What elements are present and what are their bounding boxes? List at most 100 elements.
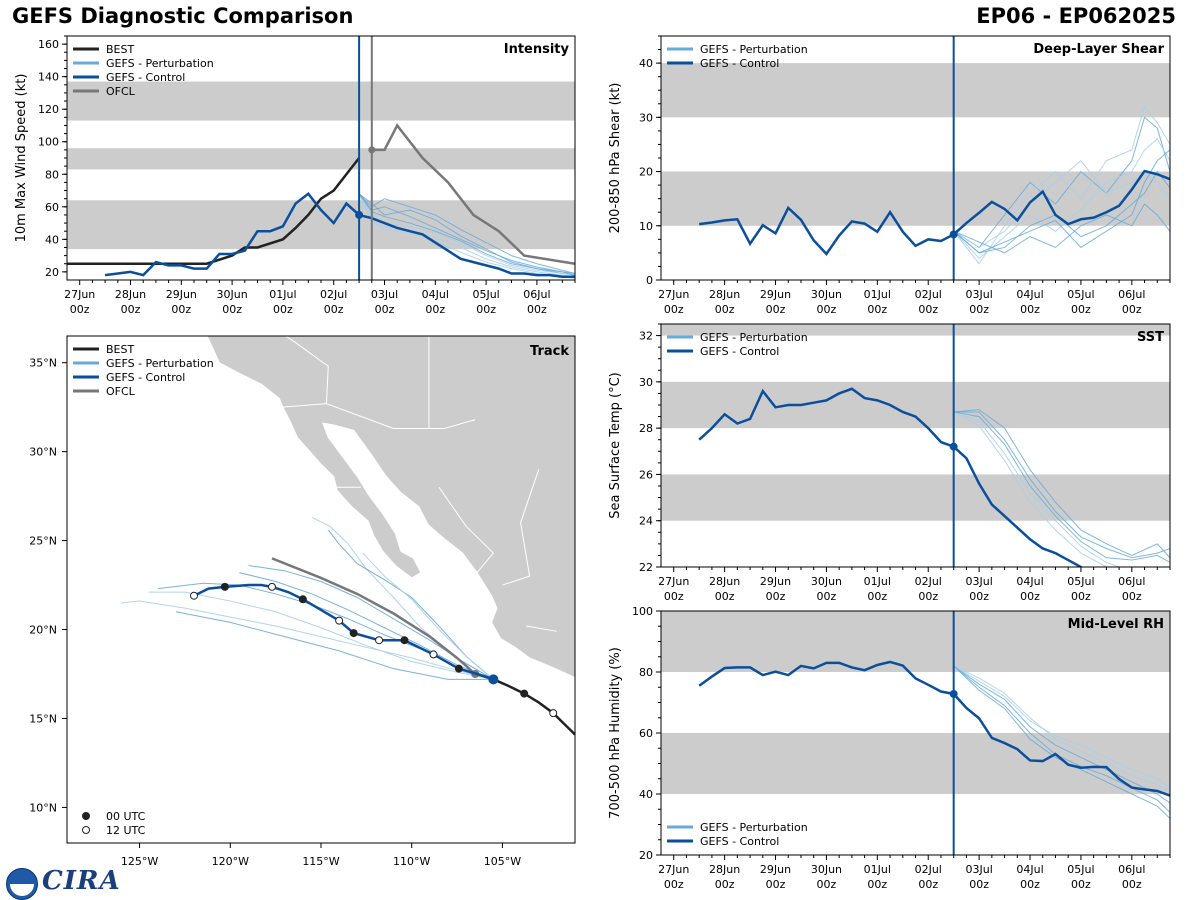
shear-panel: 0 10 20 30 40 27Jun 00z 28Jun 00z 29Jun 00z 30Jun 00… (608, 35, 1171, 316)
track-legend-label: BEST (106, 343, 134, 356)
intensity-xtick-label: 28Jun (115, 288, 146, 301)
rh-panel: 20 40 60 80 100 27Jun 00z 28Jun 00z 29Jun 00z 30Jun… (608, 605, 1171, 891)
track-perturbation-line-3 (121, 600, 494, 680)
shear-xtick-label: 27Jun (658, 288, 689, 301)
sst-xtick-label: 00z (817, 590, 837, 603)
track-perturbation-line-7 (362, 552, 494, 680)
track-perturbation-line-6 (239, 572, 494, 680)
track-perturbation-line-8 (175, 611, 494, 680)
intensity-perturbation-line-3 (358, 193, 575, 278)
track-marker-12utc (375, 636, 384, 645)
track-panel-title: Track (530, 344, 569, 359)
sst-xtick-label: 29Jun (760, 575, 791, 588)
storm-id: EP06 - EP062025 (976, 4, 1176, 28)
shear-ytick-label: 40 (639, 57, 653, 70)
sst-xtick-label: 30Jun (811, 575, 842, 588)
sst-xtick-label: 00z (715, 590, 735, 603)
intensity-ofcl-line (371, 123, 575, 265)
track-legend-label: GEFS - Perturbation (106, 357, 214, 370)
rh-panel-title: Mid-Level RH (1068, 617, 1164, 632)
rh-xtick-label: 02Jul (915, 863, 942, 876)
sst-control-line (698, 387, 1084, 567)
rh-init-point (949, 689, 958, 698)
rh-xtick-label: 04Jul (1016, 863, 1043, 876)
rh-ytick-label: 20 (639, 849, 653, 862)
sst-perturbation-line-3 (953, 411, 1108, 567)
intensity-ytick-label: 20 (45, 266, 59, 279)
intensity-ytick-label: 80 (45, 168, 59, 181)
intensity-legend-label: GEFS - Control (106, 71, 185, 84)
shear-init-point (949, 230, 958, 239)
shear-perturbation-line-6 (953, 149, 1170, 254)
cira-logo-text: CIRA (42, 866, 121, 896)
intensity-init-point (355, 210, 364, 219)
track-ytick-label: 10°N (29, 801, 57, 814)
intensity-band-2 (67, 81, 575, 121)
rh-perturbation-line-3 (953, 665, 1170, 789)
rh-ylabel: 700-500 hPa Humidity (%) (608, 647, 623, 819)
track-marker-00utc (520, 689, 529, 698)
rh-xtick-label: 05Jul (1067, 863, 1094, 876)
shear-xtick-label: 00z (969, 303, 989, 316)
rh-xtick-label: 00z (664, 878, 684, 891)
shear-legend-label: GEFS - Perturbation (700, 43, 808, 56)
rh-xtick-label: 30Jun (811, 863, 842, 876)
rh-xtick-label: 06Jul (1118, 863, 1145, 876)
track-ytick-label: 30°N (29, 446, 57, 459)
intensity-xtick-label: 27Jun (64, 288, 95, 301)
track-marker-00utc (298, 595, 307, 604)
sst-perturbation-line-1 (953, 411, 1121, 567)
sst-xtick-label: 03Jul (965, 575, 992, 588)
rh-xtick-label: 28Jun (709, 863, 740, 876)
track-marker-00utc (349, 629, 358, 638)
sst-xtick-label: 01Jul (864, 575, 891, 588)
shear-xtick-label: 28Jun (709, 288, 740, 301)
sst-ytick-label: 32 (639, 330, 653, 343)
sst-panel: 22 24 26 28 30 32 27Jun 00z 28Jun 00z 29Jun 00z 30Ju… (608, 323, 1171, 603)
track-marker-12utc (268, 582, 277, 591)
sst-legend-label: GEFS - Control (700, 345, 779, 358)
rh-xtick-label: 00z (867, 878, 887, 891)
shear-plot-area (661, 36, 1170, 280)
intensity-band-1 (67, 148, 575, 170)
rh-xtick-label: 27Jun (658, 863, 689, 876)
intensity-panel-title: Intensity (504, 42, 570, 57)
shear-ytick-label: 20 (639, 166, 653, 179)
intensity-xtick-label: 06Jul (523, 288, 550, 301)
track-marker-legend-label: 00 UTC (106, 810, 146, 823)
sst-xtick-label: 27Jun (658, 575, 689, 588)
intensity-xtick-label: 04Jul (422, 288, 449, 301)
sst-xtick-label: 00z (867, 590, 887, 603)
track-marker-12utc (335, 616, 344, 625)
sst-band-1 (661, 381, 1170, 429)
sst-legend-label: GEFS - Perturbation (700, 331, 808, 344)
sst-ytick-label: 22 (639, 561, 653, 574)
track-xtick-label: 120°W (212, 855, 249, 868)
sst-xtick-label: 04Jul (1016, 575, 1043, 588)
sst-ylabel: Sea Surface Temp (°C) (608, 372, 623, 519)
track-ofcl-line (271, 557, 477, 675)
intensity-ytick-label: 40 (45, 233, 59, 246)
intensity-panel: 20 40 60 80 100 120 140 160 27Jun 00z 28Jun 00z 29Ju… (14, 35, 576, 316)
sst-perturbation-line-4 (953, 411, 1170, 563)
track-ytick-label: 15°N (29, 712, 57, 725)
track-xtick-label: 110°W (393, 855, 430, 868)
rh-band-1 (661, 611, 1170, 672)
shear-xtick-label: 01Jul (864, 288, 891, 301)
intensity-xtick-label: 00z (171, 303, 191, 316)
track-xtick-label: 115°W (302, 855, 339, 868)
intensity-perturbation-line-4 (358, 193, 575, 274)
intensity-perturbation-line-0 (358, 193, 575, 276)
sst-ytick-label: 30 (639, 376, 653, 389)
state-border-5 (525, 625, 557, 632)
track-xtick-label: 105°W (484, 855, 521, 868)
intensity-xtick-label: 02Jul (320, 288, 347, 301)
sst-xtick-label: 02Jul (915, 575, 942, 588)
shear-control-line (699, 169, 1170, 256)
sst-perturbation-line-0 (953, 411, 1170, 559)
rh-ytick-label: 40 (639, 788, 653, 801)
intensity-xtick-label: 00z (70, 303, 90, 316)
intensity-xtick-label: 00z (375, 303, 395, 316)
shear-ytick-label: 0 (646, 274, 653, 287)
